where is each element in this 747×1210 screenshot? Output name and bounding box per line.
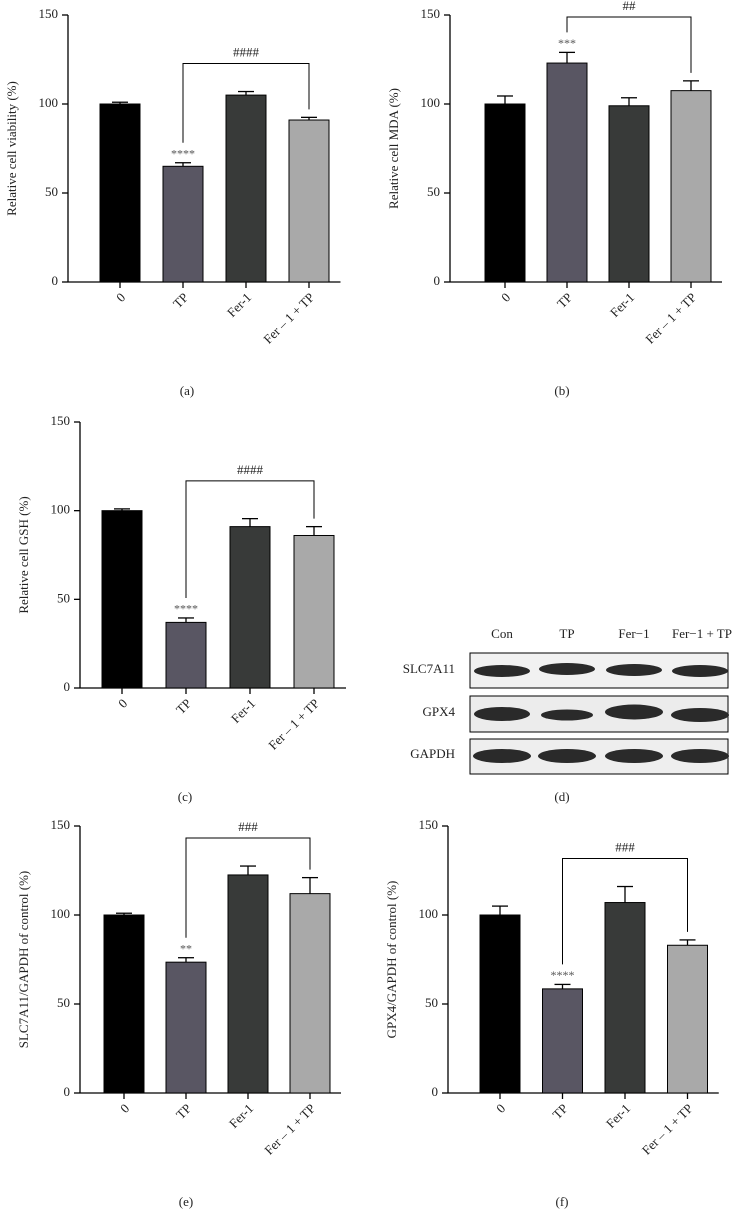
bar — [289, 893, 331, 1094]
bar — [546, 62, 588, 283]
y-tick-label: 100 — [421, 95, 441, 110]
bracket-label: ### — [615, 840, 635, 855]
bar — [229, 526, 271, 689]
bar — [479, 914, 521, 1094]
bracket — [185, 480, 315, 598]
y-tick-label: 150 — [51, 817, 71, 832]
bar — [288, 119, 330, 283]
y-axis-label: Relative cell MDA (%) — [386, 88, 401, 209]
blot-row-label: SLC7A11 — [403, 661, 455, 676]
y-tick-label: 50 — [425, 995, 438, 1010]
blot-row-label: GAPDH — [410, 746, 455, 761]
y-tick-label: 0 — [434, 273, 441, 288]
y-tick-label: 50 — [57, 995, 70, 1010]
y-tick-label: 0 — [432, 1084, 439, 1099]
bar — [227, 874, 269, 1094]
bar — [667, 944, 708, 1094]
y-tick-label: 50 — [427, 184, 440, 199]
y-tick-label: 50 — [45, 184, 58, 199]
y-axis-label: Relative cell GSH (%) — [16, 496, 31, 613]
panel-label: (a) — [180, 383, 194, 398]
bar — [225, 94, 267, 283]
bar — [101, 510, 143, 689]
y-tick-label: 0 — [52, 273, 59, 288]
blot-column-label: Fer−1 — [618, 626, 649, 641]
significance-label: *** — [558, 36, 576, 50]
y-tick-label: 100 — [51, 502, 71, 517]
y-tick-label: 0 — [64, 1084, 71, 1099]
blot-bands — [473, 663, 729, 763]
x-tick-label: TP — [549, 1101, 570, 1122]
y-axis-label: SLC7A11/GAPDH of control (%) — [16, 871, 31, 1049]
blot-column-label: TP — [559, 626, 574, 641]
y-tick-label: 150 — [51, 413, 71, 428]
y-tick-label: 150 — [39, 6, 59, 21]
y-tick-label: 150 — [421, 6, 441, 21]
panel-label: (b) — [554, 383, 569, 398]
x-tick-label: 0 — [117, 1101, 132, 1116]
panel-label: (f) — [556, 1194, 569, 1209]
bar — [99, 103, 141, 283]
x-tick-label: 0 — [115, 696, 130, 711]
bracket-label: ### — [238, 819, 258, 834]
x-tick-label: Fer-1 — [603, 1101, 633, 1131]
bar — [103, 914, 145, 1094]
blot-column-label: Fer−1 + TP — [672, 626, 732, 641]
y-tick-label: 100 — [39, 95, 59, 110]
y-tick-label: 0 — [64, 679, 71, 694]
y-tick-label: 50 — [57, 590, 70, 605]
bracket — [566, 16, 692, 73]
bar — [604, 902, 646, 1094]
bar — [293, 534, 335, 689]
x-tick-label: Fer – 1 + TP — [261, 1101, 318, 1158]
significance-label: ** — [180, 941, 192, 955]
x-tick-label: TP — [554, 290, 575, 311]
bracket-label: ## — [623, 0, 637, 13]
bracket — [562, 858, 688, 965]
x-tick-label: 0 — [498, 290, 513, 305]
y-tick-label: 150 — [419, 817, 439, 832]
significance-label: **** — [171, 146, 195, 160]
bracket-label: #### — [233, 45, 260, 60]
x-tick-label: Fer – 1 + TP — [265, 696, 322, 753]
significance-label: **** — [174, 602, 198, 616]
panel-label: (d) — [554, 789, 569, 804]
x-tick-label: 0 — [113, 290, 128, 305]
bar — [165, 621, 207, 689]
bar — [542, 988, 583, 1094]
bracket — [182, 63, 310, 143]
x-tick-label: TP — [173, 696, 194, 717]
x-tick-label: Fer-1 — [228, 696, 258, 726]
x-tick-label: Fer-1 — [224, 290, 254, 320]
bracket — [185, 837, 311, 938]
x-tick-label: Fer-1 — [607, 290, 637, 320]
bar — [162, 165, 204, 283]
y-tick-label: 100 — [419, 906, 439, 921]
x-tick-label: TP — [170, 290, 191, 311]
y-axis-label: Relative cell viability (%) — [4, 81, 19, 216]
western-blot: Con TP Fer−1 Fer−1 + TP SLC7A11 GPX4 GAP… — [403, 626, 732, 804]
significance-label: **** — [551, 968, 575, 982]
blot-column-label: Con — [491, 626, 513, 641]
x-tick-label: Fer – 1 + TP — [639, 1101, 696, 1158]
x-tick-label: TP — [173, 1101, 194, 1122]
bar — [670, 90, 712, 283]
x-tick-label: 0 — [493, 1101, 508, 1116]
bar — [484, 103, 526, 283]
y-tick-label: 100 — [51, 906, 71, 921]
bracket-label: #### — [237, 462, 264, 477]
bar — [165, 961, 207, 1094]
y-axis-label: GPX4/GAPDH of control (%) — [384, 881, 399, 1039]
x-tick-label: Fer – 1 + TP — [642, 290, 699, 347]
panel-label: (c) — [178, 789, 192, 804]
panel-label: (e) — [179, 1194, 193, 1209]
x-tick-label: Fer – 1 + TP — [260, 290, 317, 347]
bar — [608, 105, 650, 283]
blot-row-label: GPX4 — [422, 704, 455, 719]
x-tick-label: Fer-1 — [226, 1101, 256, 1131]
